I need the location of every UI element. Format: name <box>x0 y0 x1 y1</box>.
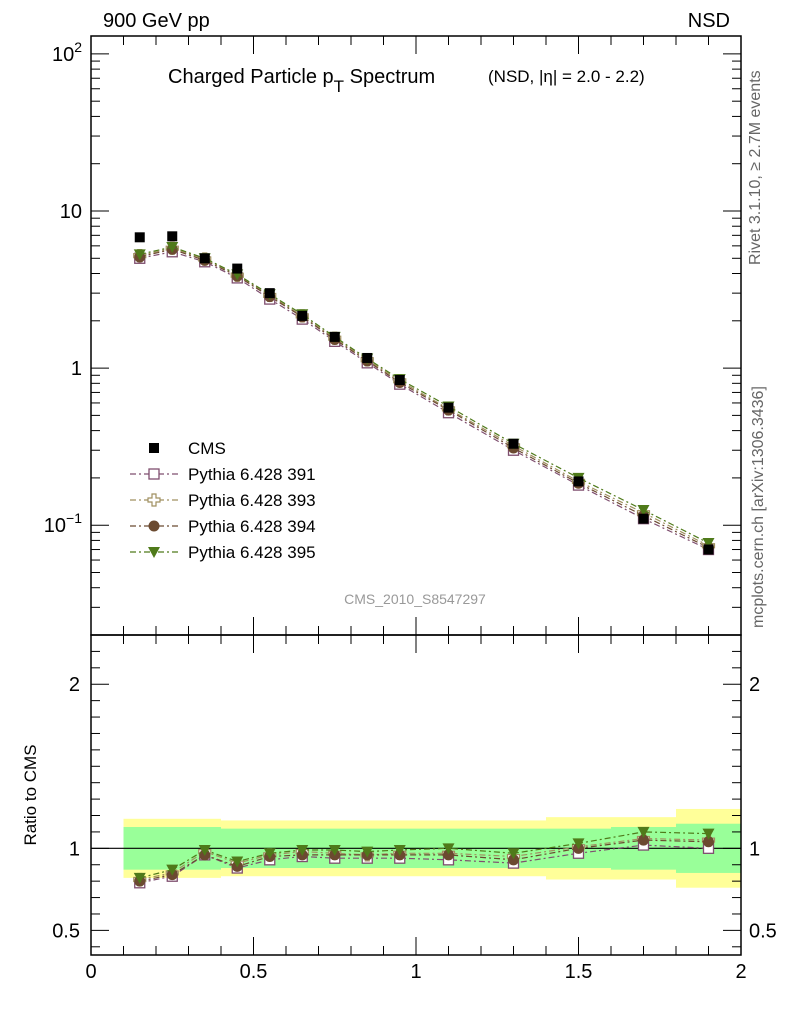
ratio-y-ticks: 0.5 0.5 1 1 2 2 <box>52 634 777 948</box>
data-point <box>638 513 649 524</box>
ratio-point-4 <box>637 826 650 838</box>
legend-marker-2 <box>147 493 161 507</box>
data-point <box>134 232 145 243</box>
ratio-y-label: Ratio to CMS <box>21 744 40 845</box>
ratio-tick-label: 1 <box>69 838 80 860</box>
ratio-point-3 <box>638 834 649 846</box>
ratio-point-4 <box>263 848 276 860</box>
data-point <box>329 331 340 342</box>
ratio-tick-label: 0.5 <box>52 920 80 942</box>
x-tick-label: 1.5 <box>565 961 593 983</box>
data-point <box>394 374 405 385</box>
ratio-series <box>133 826 716 889</box>
main-series <box>133 231 716 556</box>
ratio-point-3 <box>508 854 519 866</box>
main-y-ticks: 10−1 1 10 102 <box>44 39 741 636</box>
legend-marker-1 <box>148 468 160 480</box>
data-point <box>264 288 275 299</box>
ratio-point-4 <box>133 872 146 884</box>
ratio-tick-label-right: 2 <box>749 674 760 696</box>
ratio-point-4 <box>231 856 244 868</box>
data-point <box>573 476 584 487</box>
legend: CMS Pythia 6.428 391 Pythia 6.428 393 Pythi… <box>130 439 316 562</box>
ratio-point-4 <box>572 838 585 850</box>
chart-title: Charged Particle pT Spectrum <box>168 66 435 96</box>
series-point-4 <box>702 538 715 550</box>
ratio-point-3 <box>703 836 714 848</box>
ratio-panel-frame <box>90 634 742 956</box>
ratio-tick-label: 2 <box>69 674 80 696</box>
ratio-line-3 <box>139 839 709 882</box>
ratio-point-4 <box>393 844 406 856</box>
data-point <box>199 253 210 264</box>
legend-label-2: Pythia 6.428 393 <box>188 491 316 510</box>
data-point <box>167 231 178 242</box>
ratio-point-4 <box>328 844 341 856</box>
ratio-line-1 <box>139 844 709 884</box>
ratio-point-4 <box>702 828 715 840</box>
series-point-4 <box>166 241 179 253</box>
series-point-4 <box>637 504 650 516</box>
analysis-label: CMS_2010_S8547297 <box>344 591 486 607</box>
header-left: 900 GeV pp <box>103 10 210 32</box>
ratio-point-4 <box>296 844 309 856</box>
series-point-4 <box>133 249 146 261</box>
ratio-line-4 <box>139 831 709 879</box>
data-point <box>297 310 308 321</box>
mcplots-label: mcplots.cern.ch [arXiv:1306.3436] <box>750 386 767 628</box>
y-tick-label: 10 <box>60 201 82 223</box>
ratio-point-4 <box>361 846 374 858</box>
series-line-4 <box>139 246 709 544</box>
data-point <box>508 438 519 449</box>
series-line-3 <box>139 248 709 549</box>
x-tick-label: 0.5 <box>240 961 268 983</box>
data-point <box>232 263 243 274</box>
y-tick-label: 10−1 <box>44 510 82 537</box>
legend-label-1: Pythia 6.428 391 <box>188 465 316 484</box>
legend-marker-data <box>149 443 159 453</box>
ratio-tick-label-right: 0.5 <box>749 920 777 942</box>
legend-label-3: Pythia 6.428 394 <box>188 517 316 536</box>
legend-label-4: Pythia 6.428 395 <box>188 543 316 562</box>
data-point <box>362 352 373 363</box>
ratio-tick-label-right: 1 <box>749 838 760 860</box>
legend-label-data: CMS <box>188 439 226 458</box>
y-tick-label: 102 <box>52 39 82 66</box>
legend-marker-3 <box>148 520 160 532</box>
data-point <box>703 544 714 555</box>
ratio-point-4 <box>507 848 520 860</box>
series-line-2 <box>139 247 709 547</box>
ratio-point-4 <box>198 844 211 856</box>
data-point <box>443 402 454 413</box>
x-tick-label: 0 <box>85 961 96 983</box>
chart-title-extra: (NSD, |η| = 2.0 - 2.2) <box>488 67 645 86</box>
rivet-label: Rivet 3.1.10, ≥ 2.7M events <box>747 70 764 265</box>
legend-marker-4 <box>148 547 160 558</box>
header-right: NSD <box>688 10 730 32</box>
y-tick-label: 1 <box>71 358 82 380</box>
ratio-line-2 <box>139 837 709 881</box>
ratio-point-3 <box>443 849 454 861</box>
x-tick-label: 2 <box>735 961 746 983</box>
ratio-point-4 <box>442 843 455 855</box>
x-ticks: 0 0.5 1 1.5 2 <box>85 36 747 983</box>
x-tick-label: 1 <box>410 961 421 983</box>
ratio-point-4 <box>166 864 179 876</box>
